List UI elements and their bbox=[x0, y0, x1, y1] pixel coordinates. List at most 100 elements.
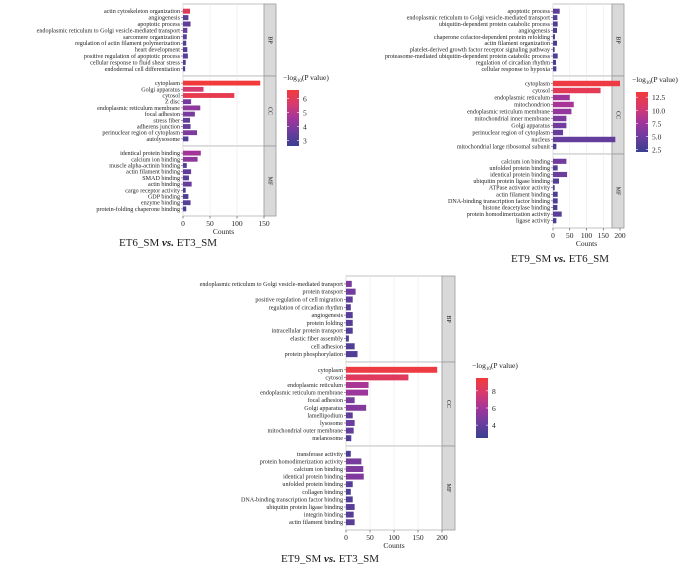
bar bbox=[553, 158, 567, 164]
bar bbox=[553, 15, 558, 21]
bar bbox=[346, 351, 358, 358]
category-label: actin filament binding bbox=[126, 169, 180, 176]
legend-title: −log10(P value) bbox=[632, 75, 678, 86]
legend-tick-label: 12.5 bbox=[652, 93, 665, 102]
category-label: mitochondrial inner membrane bbox=[475, 117, 551, 123]
facet-strip bbox=[263, 145, 277, 217]
category-label: proteasome-mediated ubiquitin-dependent … bbox=[385, 54, 551, 60]
bar bbox=[183, 117, 191, 123]
x-tick-label: 150 bbox=[258, 219, 270, 228]
category-label: apoptotic process bbox=[508, 9, 551, 15]
bar bbox=[183, 47, 188, 53]
legend-colorbar bbox=[287, 90, 299, 146]
category-label: endoplasmic reticulum membrane bbox=[467, 110, 550, 116]
legend-tick-label: 5.0 bbox=[652, 132, 662, 141]
category-label: cytosol bbox=[532, 89, 550, 95]
category-label: mitochondrial large ribosomal subunit bbox=[457, 145, 550, 151]
bar bbox=[183, 124, 191, 129]
category-label: cytoplasm bbox=[318, 368, 343, 374]
legend-tick-label: 8 bbox=[492, 387, 496, 396]
category-label: GDP binding bbox=[148, 195, 180, 201]
bar bbox=[346, 343, 355, 350]
category-label: angiogenesis bbox=[149, 16, 181, 22]
x-tick-label: 100 bbox=[581, 231, 593, 240]
category-label: actin cytoskeleton organization bbox=[104, 9, 180, 15]
category-label: transferase activity bbox=[297, 451, 344, 458]
legend-title: −log10(P value) bbox=[472, 361, 518, 372]
category-label: ligase activity bbox=[516, 219, 551, 225]
bar bbox=[183, 40, 187, 46]
bar bbox=[183, 53, 188, 59]
bar bbox=[553, 59, 557, 65]
bar bbox=[183, 181, 192, 187]
bar bbox=[183, 86, 204, 92]
bar bbox=[346, 481, 353, 488]
category-label: cellular response to hypoxia bbox=[481, 67, 550, 73]
facet-BP: BP actin cytoskeleton organizationangioge… bbox=[37, 3, 277, 77]
bar bbox=[183, 66, 186, 72]
category-label: identical protein binding bbox=[120, 151, 180, 157]
x-tick-label: 50 bbox=[366, 533, 374, 542]
bar bbox=[183, 130, 198, 136]
bar bbox=[553, 53, 558, 59]
category-label: cell adhesion bbox=[311, 344, 343, 350]
category-label: identical protein binding bbox=[283, 475, 343, 481]
category-label: enzyme binding bbox=[141, 201, 180, 207]
facet-panel bbox=[552, 3, 613, 77]
facet-strip-label: BP bbox=[615, 36, 621, 44]
category-label: unfolded protein binding bbox=[282, 481, 343, 488]
x-tick-label: 100 bbox=[388, 533, 400, 542]
bar bbox=[183, 175, 189, 181]
facet-strip-label: CC bbox=[267, 107, 273, 115]
bar bbox=[183, 27, 188, 33]
bar bbox=[553, 34, 556, 40]
color-legend: −log10(P value) 6 5 4 3 bbox=[283, 73, 329, 146]
bar bbox=[346, 335, 349, 342]
facet-strip-label: MF bbox=[267, 177, 273, 186]
legend-tick-label: 7.5 bbox=[652, 119, 662, 128]
category-label: cytoplasm bbox=[155, 81, 180, 87]
bar bbox=[553, 80, 620, 87]
bar bbox=[553, 27, 558, 33]
facet-panel bbox=[182, 145, 265, 217]
category-label: melanosome bbox=[312, 436, 343, 442]
bar bbox=[183, 111, 195, 117]
bar bbox=[346, 466, 364, 472]
bar bbox=[183, 80, 261, 86]
bar bbox=[346, 427, 354, 434]
legend-colorbar bbox=[476, 378, 488, 438]
facet-panel bbox=[552, 153, 613, 229]
x-tick-label: 100 bbox=[231, 219, 243, 228]
category-label: focal adhesion bbox=[145, 111, 180, 118]
category-label: lamellipodium bbox=[307, 413, 343, 419]
chart-2: BP apoptotic process endoplasmic reticulum… bbox=[385, 3, 678, 265]
bar bbox=[183, 93, 235, 98]
legend-colorbar bbox=[636, 92, 648, 152]
bar bbox=[346, 397, 355, 404]
legend-tick-label: 2.5 bbox=[652, 145, 662, 154]
color-legend: −log10(P value) 8 6 4 bbox=[472, 361, 518, 438]
category-label: angiogenesis bbox=[519, 28, 551, 34]
category-label: perinuclear region of cytoplasm bbox=[472, 130, 550, 137]
bar bbox=[183, 21, 191, 27]
bar bbox=[553, 115, 567, 122]
bar bbox=[553, 178, 560, 184]
category-label: chaperone cofactor-dependent protein ref… bbox=[434, 34, 550, 41]
bar bbox=[553, 101, 574, 108]
legend-tick-label: 4 bbox=[303, 122, 307, 131]
x-axis-label: Counts bbox=[213, 227, 234, 236]
chart-title: ET6_SM vs. ET3_SM bbox=[119, 237, 217, 249]
legend-tick-label: 5 bbox=[303, 108, 307, 117]
bar bbox=[346, 374, 409, 381]
category-label: mitochondrion bbox=[514, 103, 550, 109]
category-label: Golgi apparatus bbox=[511, 124, 550, 130]
category-label: regulation of actin filament polymerizat… bbox=[75, 40, 180, 47]
category-label: mitochondrial outer membrane bbox=[268, 429, 344, 435]
category-label: endoplasmic reticulum to Golgi vesicle-m… bbox=[37, 28, 181, 34]
category-label: endodermal cell differentiation bbox=[105, 66, 180, 73]
category-label: autolysosome bbox=[146, 137, 180, 143]
bar bbox=[553, 218, 557, 224]
category-label: Z disc bbox=[165, 100, 180, 106]
